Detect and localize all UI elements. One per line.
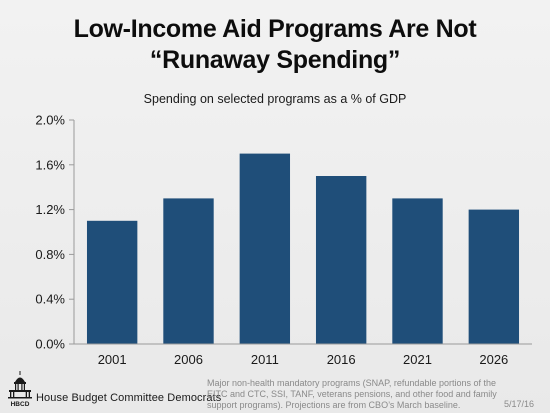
- x-tick-label: 2001: [98, 352, 127, 367]
- slide-date: 5/17/16: [503, 399, 534, 409]
- title-line-1: Low-Income Aid Programs Are Not: [73, 15, 477, 43]
- y-tick-label: 1.6%: [35, 157, 65, 172]
- bar-2001: [86, 220, 138, 344]
- logo-text: HBCD: [11, 401, 30, 408]
- x-tick-label: 2016: [327, 352, 356, 367]
- capitol-logo-icon: HBCD: [8, 371, 32, 408]
- bar-2021: [392, 198, 443, 344]
- chart-title: Low-Income Aid Programs Are Not “Runaway…: [0, 14, 550, 76]
- x-axis: 2001 2006 2011 2016 2021 2026: [98, 352, 509, 367]
- y-tick-label: 1.2%: [35, 202, 65, 217]
- y-tick-label: 0.8%: [35, 247, 65, 262]
- bar-2011: [239, 153, 291, 344]
- bar-2006: [163, 198, 214, 344]
- x-tick-label: 2021: [403, 352, 432, 367]
- title-line-2: “Runaway Spending”: [149, 46, 401, 74]
- x-tick-label: 2006: [174, 352, 203, 367]
- y-tick-label: 0.4%: [35, 292, 65, 307]
- y-tick-label: 2.0%: [35, 113, 65, 128]
- bar-2026: [468, 209, 520, 344]
- y-axis: 0.0% 0.4% 0.8% 1.2% 1.6% 2.0%: [35, 113, 75, 352]
- x-tick-label: 2011: [251, 352, 279, 367]
- bars: [86, 153, 520, 344]
- chart-subtitle: Spending on selected programs as a % of …: [143, 92, 407, 106]
- y-tick-label: 0.0%: [35, 337, 65, 352]
- footnote: Major non-health mandatory programs (SNA…: [207, 378, 497, 410]
- x-tick-label: 2026: [479, 352, 508, 367]
- bar-2016: [315, 176, 367, 344]
- organization-name: House Budget Committee Democrats: [36, 392, 222, 404]
